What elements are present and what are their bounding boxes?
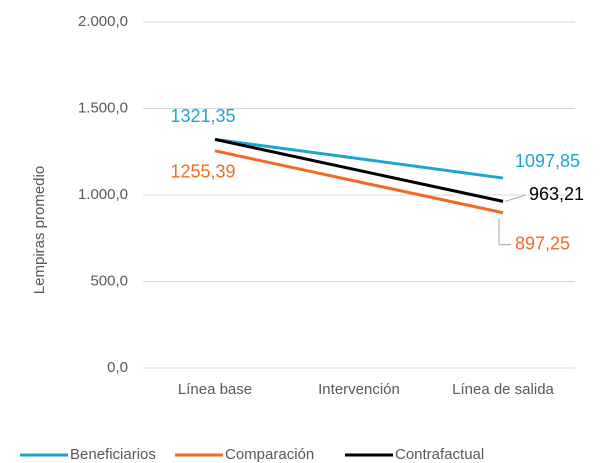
- y-tick-label: 2.000,0: [78, 13, 128, 30]
- data-label: 1321,35: [170, 106, 235, 126]
- series-line: [214, 137, 504, 180]
- series-line: [214, 137, 504, 203]
- legend-label: Contrafactual: [395, 446, 484, 463]
- x-tick-label: Línea de salida: [452, 381, 554, 398]
- leader-line: [498, 218, 511, 246]
- data-label: 1255,39: [170, 162, 235, 182]
- series-line: [214, 149, 504, 215]
- y-tick-label: 1.000,0: [78, 186, 128, 203]
- y-tick-label: 500,0: [90, 272, 128, 289]
- y-axis-title: Lempiras promedio: [31, 166, 48, 294]
- x-tick-label: Línea base: [178, 381, 252, 398]
- y-tick-label: 0,0: [107, 359, 128, 376]
- data-label: 1097,85: [515, 151, 580, 171]
- legend-label: Comparación: [225, 446, 314, 463]
- leader-line: [504, 194, 526, 202]
- x-tick-label: Intervención: [318, 381, 400, 398]
- legend-label: Beneficiarios: [70, 446, 156, 463]
- data-label: 897,25: [515, 234, 570, 254]
- y-tick-label: 1.500,0: [78, 99, 128, 116]
- data-label: 963,21: [529, 184, 584, 204]
